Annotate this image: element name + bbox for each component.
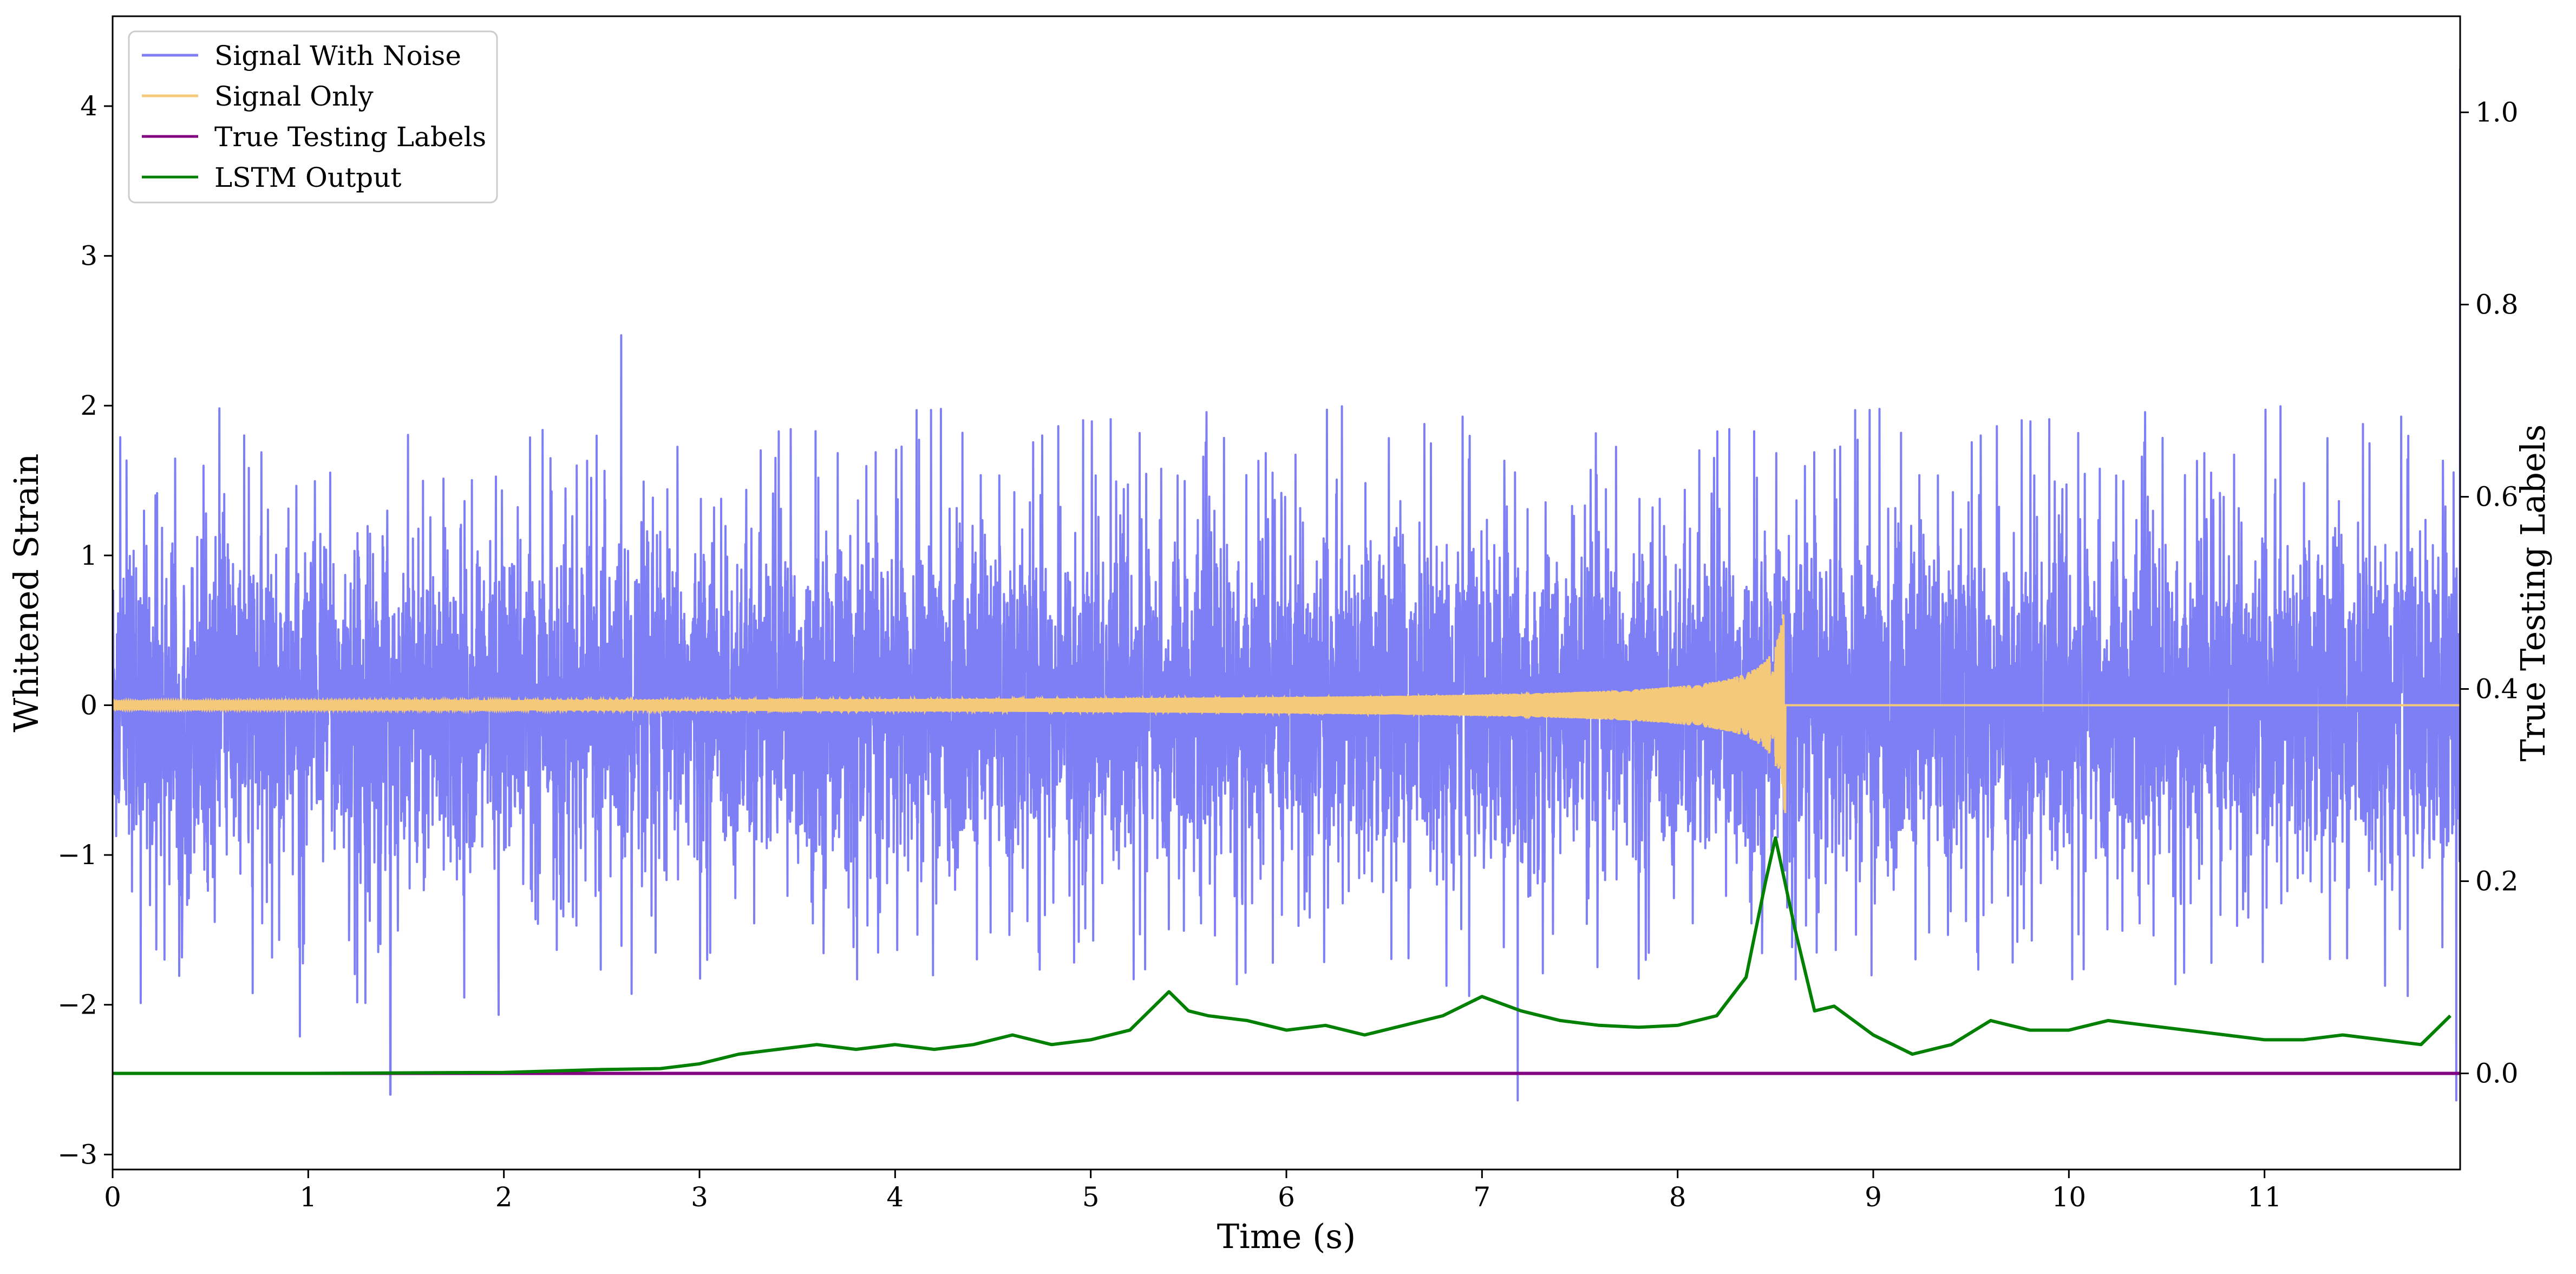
- x-tick-label: 2: [495, 1181, 513, 1213]
- x-tick-label: 8: [1669, 1181, 1686, 1213]
- series-signal-only: [113, 614, 2460, 813]
- y-right-tick-label: 0.4: [2475, 674, 2519, 705]
- series-layer: [113, 68, 2460, 1102]
- y-axis-left-ticks: −3 −2 −1 0 1 2 3 4: [57, 90, 113, 1170]
- y-axis-right-label: True Testing Labels: [2513, 424, 2553, 762]
- y-left-tick-label: 2: [80, 390, 97, 421]
- series-signal-with-noise: [113, 68, 2460, 1102]
- y-axis-left-label: Whitened Strain: [6, 454, 46, 733]
- x-tick-label: 6: [1278, 1181, 1295, 1213]
- x-tick-label: 1: [299, 1181, 317, 1213]
- x-tick-label: 11: [2247, 1181, 2282, 1213]
- y-left-tick-label: −3: [57, 1139, 97, 1170]
- y-left-tick-label: 0: [80, 689, 97, 721]
- y-left-tick-label: 3: [80, 240, 97, 272]
- y-left-tick-label: 1: [80, 540, 97, 571]
- y-right-tick-label: 0.0: [2475, 1058, 2519, 1089]
- y-left-tick-label: 4: [80, 90, 97, 122]
- legend: Signal With Noise Signal Only True Testi…: [128, 30, 498, 204]
- y-left-tick-label: −1: [57, 839, 97, 871]
- x-axis-ticks: 0 1 2 3 4 5 6 7 8 9 10 11: [104, 1170, 2281, 1213]
- x-tick-label: 4: [886, 1181, 904, 1213]
- x-tick-label: 0: [104, 1181, 121, 1213]
- y-right-tick-label: 0.6: [2475, 481, 2519, 513]
- x-tick-label: 9: [1865, 1181, 1882, 1213]
- legend-label-true-testing-labels: True Testing Labels: [214, 121, 486, 153]
- legend-label-signal-only: Signal Only: [214, 81, 374, 112]
- x-tick-label: 7: [1473, 1181, 1490, 1213]
- y-axis-right-ticks: 0.0 0.2 0.4 0.6 0.8 1.0: [2460, 97, 2519, 1089]
- x-tick-label: 10: [2052, 1181, 2087, 1213]
- y-left-tick-label: −2: [57, 989, 97, 1021]
- x-axis-label: Time (s): [1217, 1217, 1356, 1256]
- legend-label-signal-with-noise: Signal With Noise: [214, 40, 461, 71]
- y-right-tick-label: 0.8: [2475, 289, 2519, 321]
- x-tick-label: 3: [691, 1181, 708, 1213]
- x-tick-label: 5: [1082, 1181, 1100, 1213]
- series-lstm-output: [113, 836, 2452, 1075]
- y-right-tick-label: 1.0: [2475, 97, 2519, 128]
- legend-label-lstm-output: LSTM Output: [214, 162, 401, 193]
- y-right-tick-label: 0.2: [2475, 866, 2519, 897]
- legend-box: [128, 30, 498, 204]
